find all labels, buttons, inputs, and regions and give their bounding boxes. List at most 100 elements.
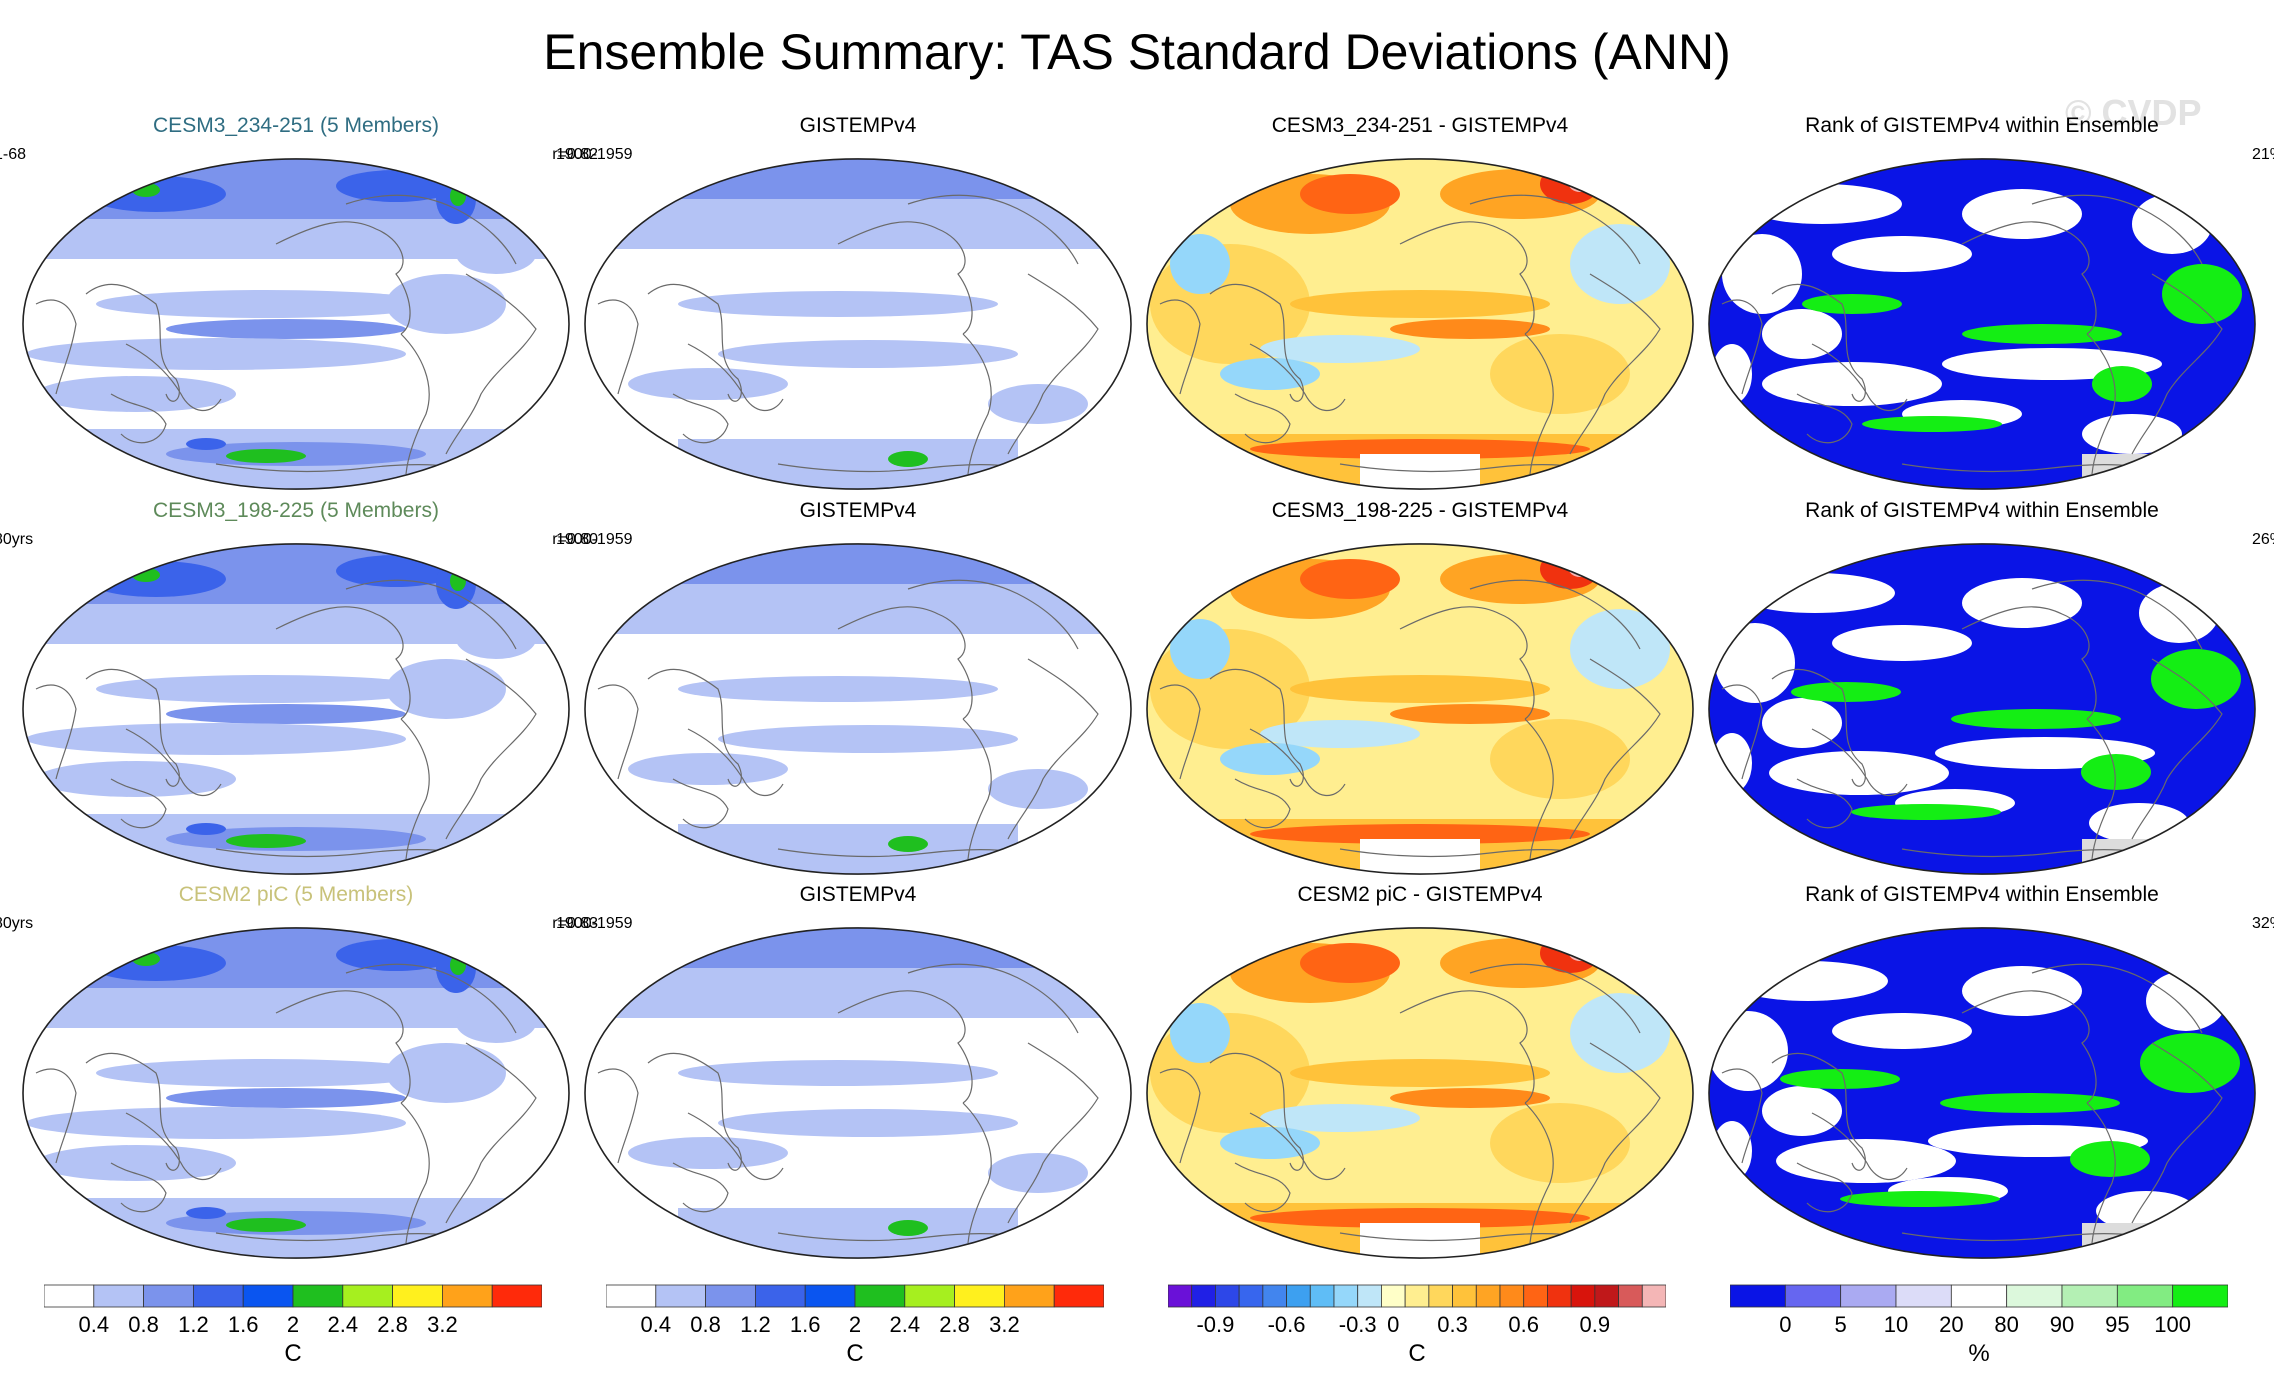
map-rank: [1708, 543, 2256, 875]
colorbar-box: [1840, 1284, 1897, 1308]
map-diff: [1146, 543, 1694, 875]
coastline: [837, 606, 973, 720]
tropics-cool: [1260, 720, 1420, 748]
ross-sea-peak: [226, 449, 306, 463]
coastline: [1159, 1068, 1201, 1164]
map-background: [1709, 158, 2255, 490]
coastline: [85, 668, 180, 787]
panel-diff-row1: CESM3_234-251 - GISTEMPv4: [1140, 114, 1700, 498]
colorbar-box: [1262, 1284, 1287, 1308]
enso-band: [166, 319, 406, 339]
coastline: [1249, 1112, 1346, 1180]
colorbar-tick-label: -0.3: [1338, 1312, 1377, 1337]
coastline: [1399, 221, 1535, 335]
colorbar-unit: C: [284, 1340, 302, 1367]
coastline: [400, 1102, 430, 1244]
panel-model-row3: CESM2 piC (5 Members) 80yrs r=0.83: [0, 883, 598, 1267]
map-diff: [1146, 158, 1694, 490]
colorbar-box: [2172, 1284, 2228, 1308]
coastline: [125, 343, 222, 411]
colorbar-obs-std: 0.4 0.8 1.2 1.6 2 2.4 2.8 3.2 C: [606, 1284, 1104, 1384]
colorbar-tick-label: 1.6: [227, 1312, 259, 1337]
coastline: [597, 299, 639, 395]
north-atlantic-patch: [456, 1003, 536, 1043]
indian-ocean-band: [628, 1137, 788, 1169]
panel-title: GISTEMPv4: [799, 114, 917, 137]
colorbar-box: [1428, 1284, 1453, 1308]
equatorial-band: [678, 1060, 998, 1086]
panel-obs-row3: GISTEMPv4 1900-1959: [556, 883, 1138, 1267]
coastline: [672, 393, 729, 444]
coastline: [275, 990, 411, 1104]
rank-mid-region: [1762, 1086, 1842, 1136]
panel-title: GISTEMPv4: [799, 499, 917, 522]
coastline: [1209, 1052, 1304, 1171]
rank-mid-region: [1762, 698, 1842, 748]
rank-high-region: [2162, 264, 2242, 324]
rank-mid-region: [1832, 1013, 1972, 1049]
tropics-cool: [1260, 335, 1420, 363]
yakutia-peak: [73, 553, 109, 569]
coastline: [1249, 728, 1346, 796]
enso-band: [166, 704, 406, 724]
rank-mid-region: [1712, 344, 1752, 404]
colorbar-tick-label: 0.8: [128, 1312, 159, 1337]
coastline: [2131, 273, 2223, 455]
map-outline: [1146, 158, 1694, 490]
coastline: [1399, 990, 1535, 1104]
colorbar-box: [1784, 1284, 1842, 1308]
coastline: [275, 606, 411, 720]
colorbar-tick-label: -0.9: [1196, 1312, 1235, 1337]
colorbar-box: [1215, 1284, 1240, 1308]
northwest-max: [1155, 938, 1195, 958]
colorbar-tick-label: 2: [848, 1312, 862, 1337]
figure-title: Ensemble Summary: TAS Standard Deviation…: [543, 24, 1731, 80]
colorbar-tick-label: 2.8: [377, 1312, 408, 1337]
south-america-patch: [386, 659, 506, 719]
coastline: [400, 718, 430, 860]
colorbar-box: [1333, 1284, 1359, 1308]
rank-mid-region: [1712, 733, 1752, 793]
map-model: [22, 158, 570, 490]
southern-ocean-hot: [1250, 1208, 1590, 1228]
greenland-max: [1568, 172, 1592, 192]
rank-high-region: [1791, 682, 1901, 702]
coastline: [1569, 273, 1661, 455]
panel-title: CESM3_234-251 (5 Members): [153, 114, 439, 137]
coastline: [2086, 333, 2116, 475]
indian-ocean-band: [36, 1145, 236, 1181]
south-pacific-band: [26, 723, 406, 755]
coastline: [1007, 658, 1099, 840]
rank-high-region: [2070, 1141, 2150, 1177]
map-outline: [22, 543, 570, 875]
panel-obs-row1: GISTEMPv4 1900-1959: [556, 114, 1138, 498]
rank-mid-region: [2139, 583, 2219, 643]
northwest-max: [1155, 554, 1195, 574]
coastline: [1234, 393, 1291, 444]
coastline: [35, 299, 77, 395]
panel-right-label: 26%: [2251, 531, 2274, 548]
south-pacific-band: [26, 338, 406, 370]
colorbar-tick-label: 0.4: [78, 1312, 110, 1337]
panel-left-label: 80yrs: [0, 531, 34, 548]
coastline: [85, 1052, 180, 1171]
coastline: [85, 283, 180, 402]
colorbar-box: [1730, 1284, 1786, 1308]
panel-right-label: r=0.80: [552, 531, 598, 548]
coastline: [1811, 343, 1908, 411]
panel-title: Rank of GISTEMPv4 within Ensemble: [1805, 499, 2159, 522]
south-pacific-band: [718, 1109, 1018, 1137]
weddell-patch: [186, 438, 226, 450]
colorbar-box: [2061, 1284, 2118, 1308]
ross-sea-peak: [226, 834, 306, 848]
colorbar-box: [342, 1284, 393, 1308]
panel-title: Rank of GISTEMPv4 within Ensemble: [1805, 114, 2159, 137]
coastline: [1796, 778, 1853, 829]
coastline: [1811, 1112, 1908, 1180]
coastline: [597, 1068, 639, 1164]
rank-mid-region: [1769, 751, 1949, 795]
coastline: [345, 579, 517, 650]
colorbar-box: [44, 1284, 95, 1308]
coastline: [837, 990, 973, 1104]
rank-mid-region: [1962, 189, 2082, 239]
